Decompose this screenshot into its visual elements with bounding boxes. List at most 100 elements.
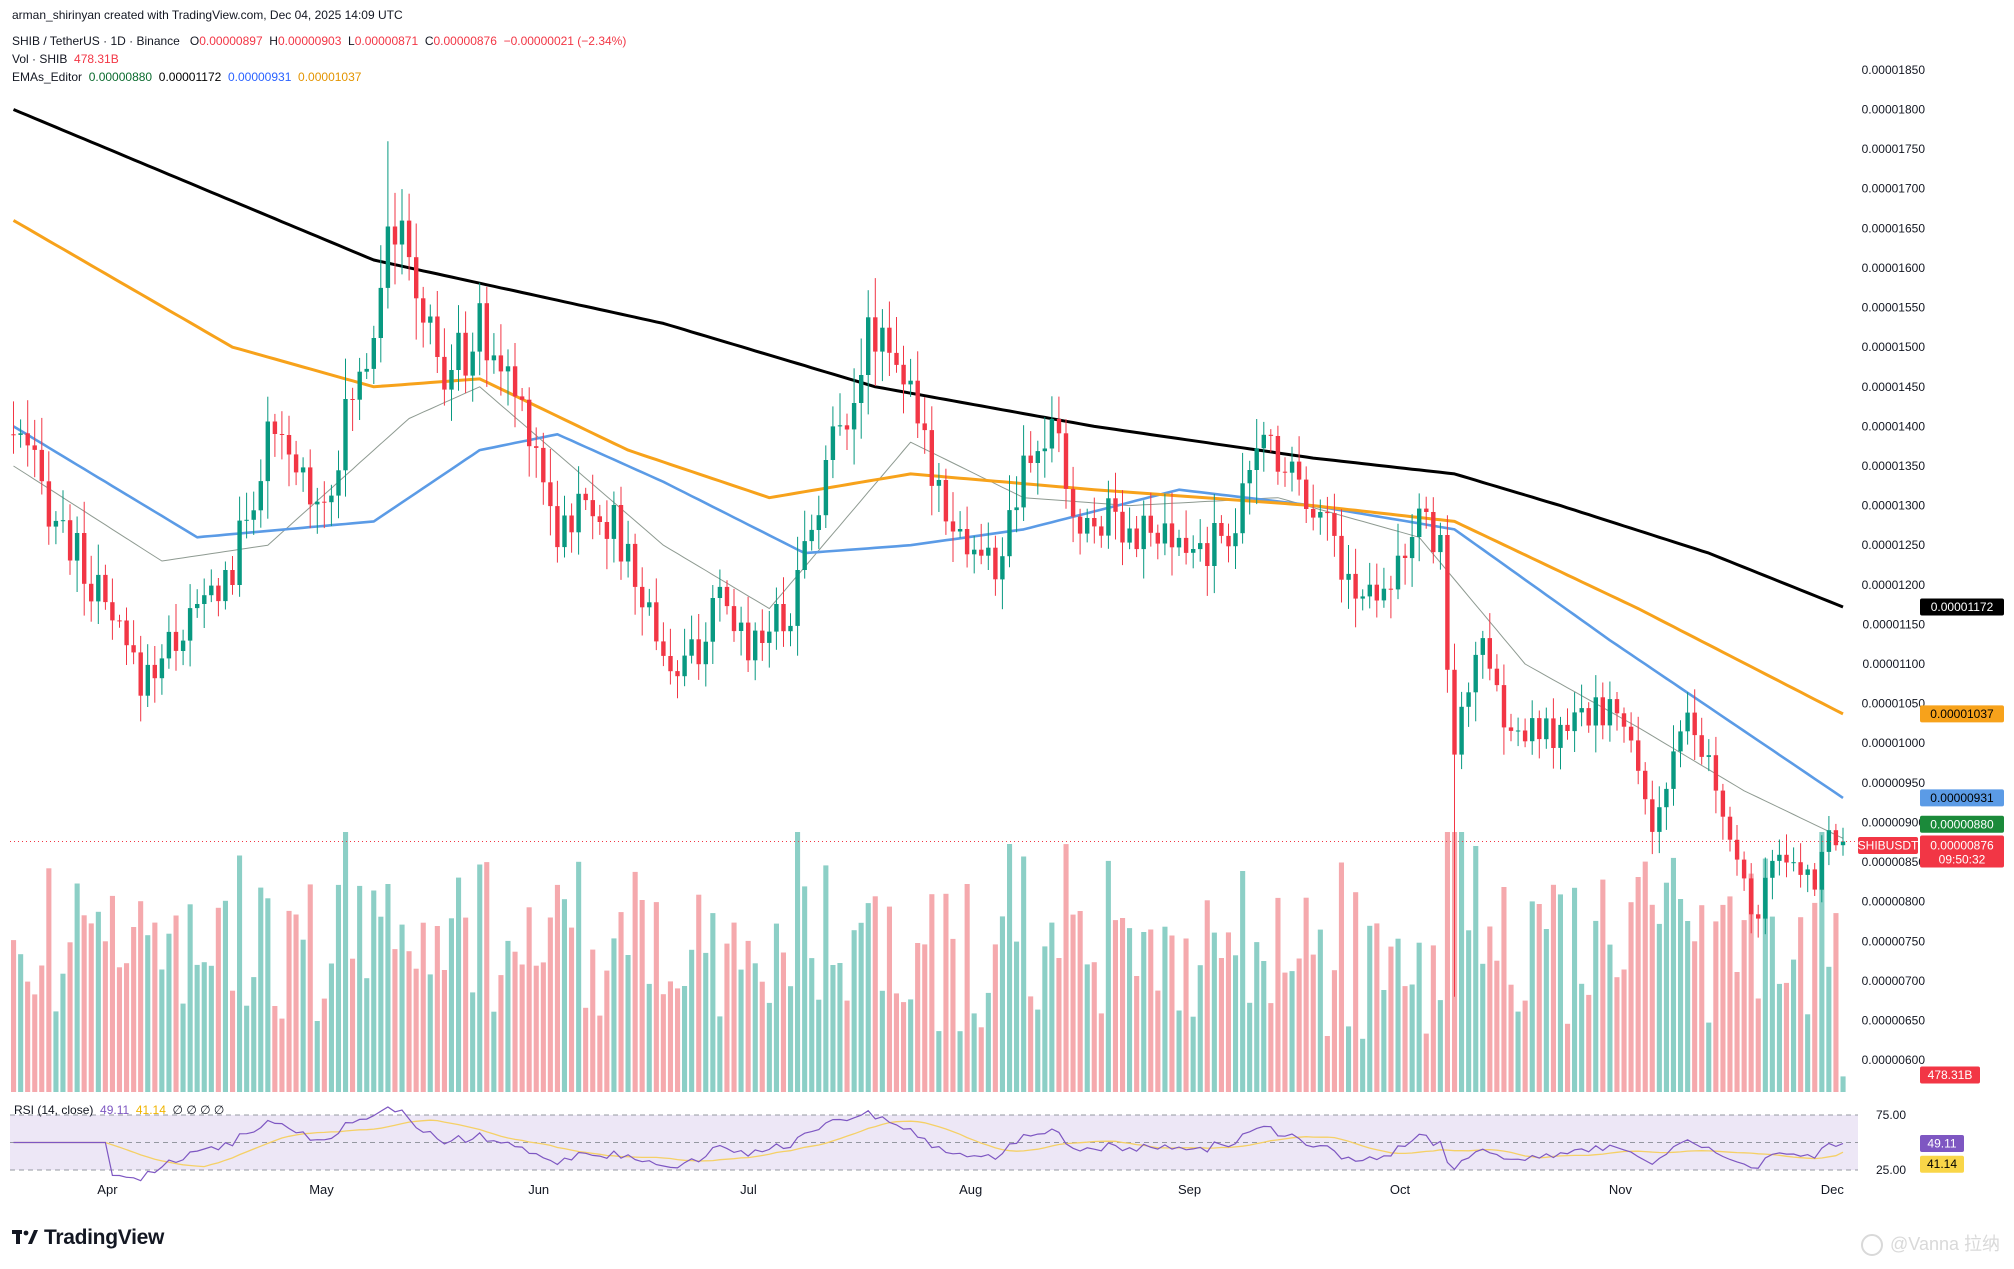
candle-body [1268,434,1274,436]
volume-bar [81,915,87,1092]
candle-body [1614,699,1620,714]
volume-bar [1572,887,1578,1092]
candle-body [1367,584,1372,597]
candle-body [668,656,673,672]
volume-bar [1487,926,1493,1092]
candle-body [1092,518,1097,527]
volume-bar [1840,1076,1846,1092]
volume-bar [477,864,483,1092]
volume-bar [1204,900,1210,1092]
candle-body [505,366,511,372]
candle-body [689,639,694,656]
symbol-legend[interactable]: SHIB / TetherUS · 1D · Binance O0.000008… [12,34,626,49]
volume-bar [1367,925,1373,1092]
volume-bar [745,940,751,1092]
rsi-extras: ∅ ∅ ∅ ∅ [172,1103,225,1117]
ema-label[interactable]: EMAs_Editor [12,70,83,84]
volume-bar [505,940,511,1092]
ema20-value: 0.00000880 [88,70,153,84]
close-label: C [424,34,434,48]
candle-body [484,303,489,361]
candle-body [498,355,504,372]
candle-body [887,327,892,353]
volume-legend[interactable]: Vol · SHIB 478.31B [12,52,119,67]
low-label: L [348,34,355,48]
volume-bar [569,927,575,1092]
volume-bar [1748,873,1754,1092]
candle-body [173,631,179,651]
open-value: 0.00000897 [199,34,263,48]
candle-body [1028,455,1033,463]
candle-body [1247,470,1252,484]
volume-bar [1635,877,1641,1092]
volume-bar [908,999,914,1092]
volume-bar [1098,1013,1104,1092]
candle-body [293,454,299,473]
candle-body [1657,807,1662,832]
candle-body [738,622,744,631]
volume-bar [929,894,935,1092]
volume-bar [1402,986,1408,1092]
candle-body [1198,543,1203,550]
volume-bar [392,949,398,1092]
volume-bar [625,955,631,1092]
month-tick-label: Oct [1390,1182,1411,1197]
volume-bar [752,963,758,1092]
price-tick-label: 0.00001450 [1862,380,1926,394]
month-tick-label: Jul [740,1182,757,1197]
volume-label[interactable]: Vol · SHIB [12,52,68,66]
volume-bar [597,1015,603,1092]
volume-bar [1444,832,1450,1092]
volume-bar [554,884,560,1092]
volume-bar [307,884,313,1092]
candle-body [18,433,23,435]
candle-body [1452,669,1457,755]
volume-bar [1275,897,1281,1092]
candle-body [1720,790,1726,817]
volume-bar [491,1011,497,1092]
volume-bar [1508,984,1514,1092]
candle-body [880,327,885,352]
candle-body [1120,511,1125,543]
candle-body [195,604,200,609]
candle-body [1522,730,1528,742]
candle-body [1409,537,1415,559]
rsi-value-tag-text: 49.11 [1927,1137,1956,1151]
volume-bar [463,917,469,1092]
volume-bar [25,981,31,1092]
candle-body [336,470,341,496]
candle-body [166,631,172,659]
candle-body [590,500,595,517]
volume-bar [915,943,921,1092]
symbol-label[interactable]: SHIB / TetherUS · 1D · Binance [12,34,180,48]
tradingview-logo[interactable]: TradingView [12,1226,164,1250]
candle-body [1734,839,1740,860]
rsi-legend[interactable]: RSI (14, close) 49.11 41.14 ∅ ∅ ∅ ∅ [14,1103,224,1117]
rsi-ma-tag: 41.14 [1920,1155,1964,1173]
volume-bar [95,911,101,1092]
price-tick-label: 0.00001300 [1862,499,1926,513]
price-tick-label: 0.00001100 [1862,657,1925,671]
volume-bar [689,949,695,1092]
ema-legend[interactable]: EMAs_Editor 0.00000880 0.00001172 0.0000… [12,70,361,85]
volume-bar [1833,913,1839,1092]
volume-bar [265,898,271,1092]
candle-body [1593,697,1598,726]
rsi-label[interactable]: RSI (14, close) [14,1103,94,1117]
candle-body [993,547,998,580]
change-value: −0.00000021 (−2.34%) [503,34,627,48]
price-tick-label: 0.00001800 [1862,103,1926,117]
ema100-value: 0.00001037 [298,70,362,84]
volume-bar [950,938,956,1092]
volume-bar [1218,958,1224,1092]
candle-body [1219,523,1224,536]
candle-body [89,583,94,602]
ema200-price-tag-text: 0.00001172 [1931,600,1994,614]
volume-bar [371,890,377,1092]
candle-body [1332,513,1337,536]
volume-bar [1649,904,1655,1092]
candle-body [915,380,920,424]
candle-body [760,630,765,643]
candle-body [46,481,52,527]
